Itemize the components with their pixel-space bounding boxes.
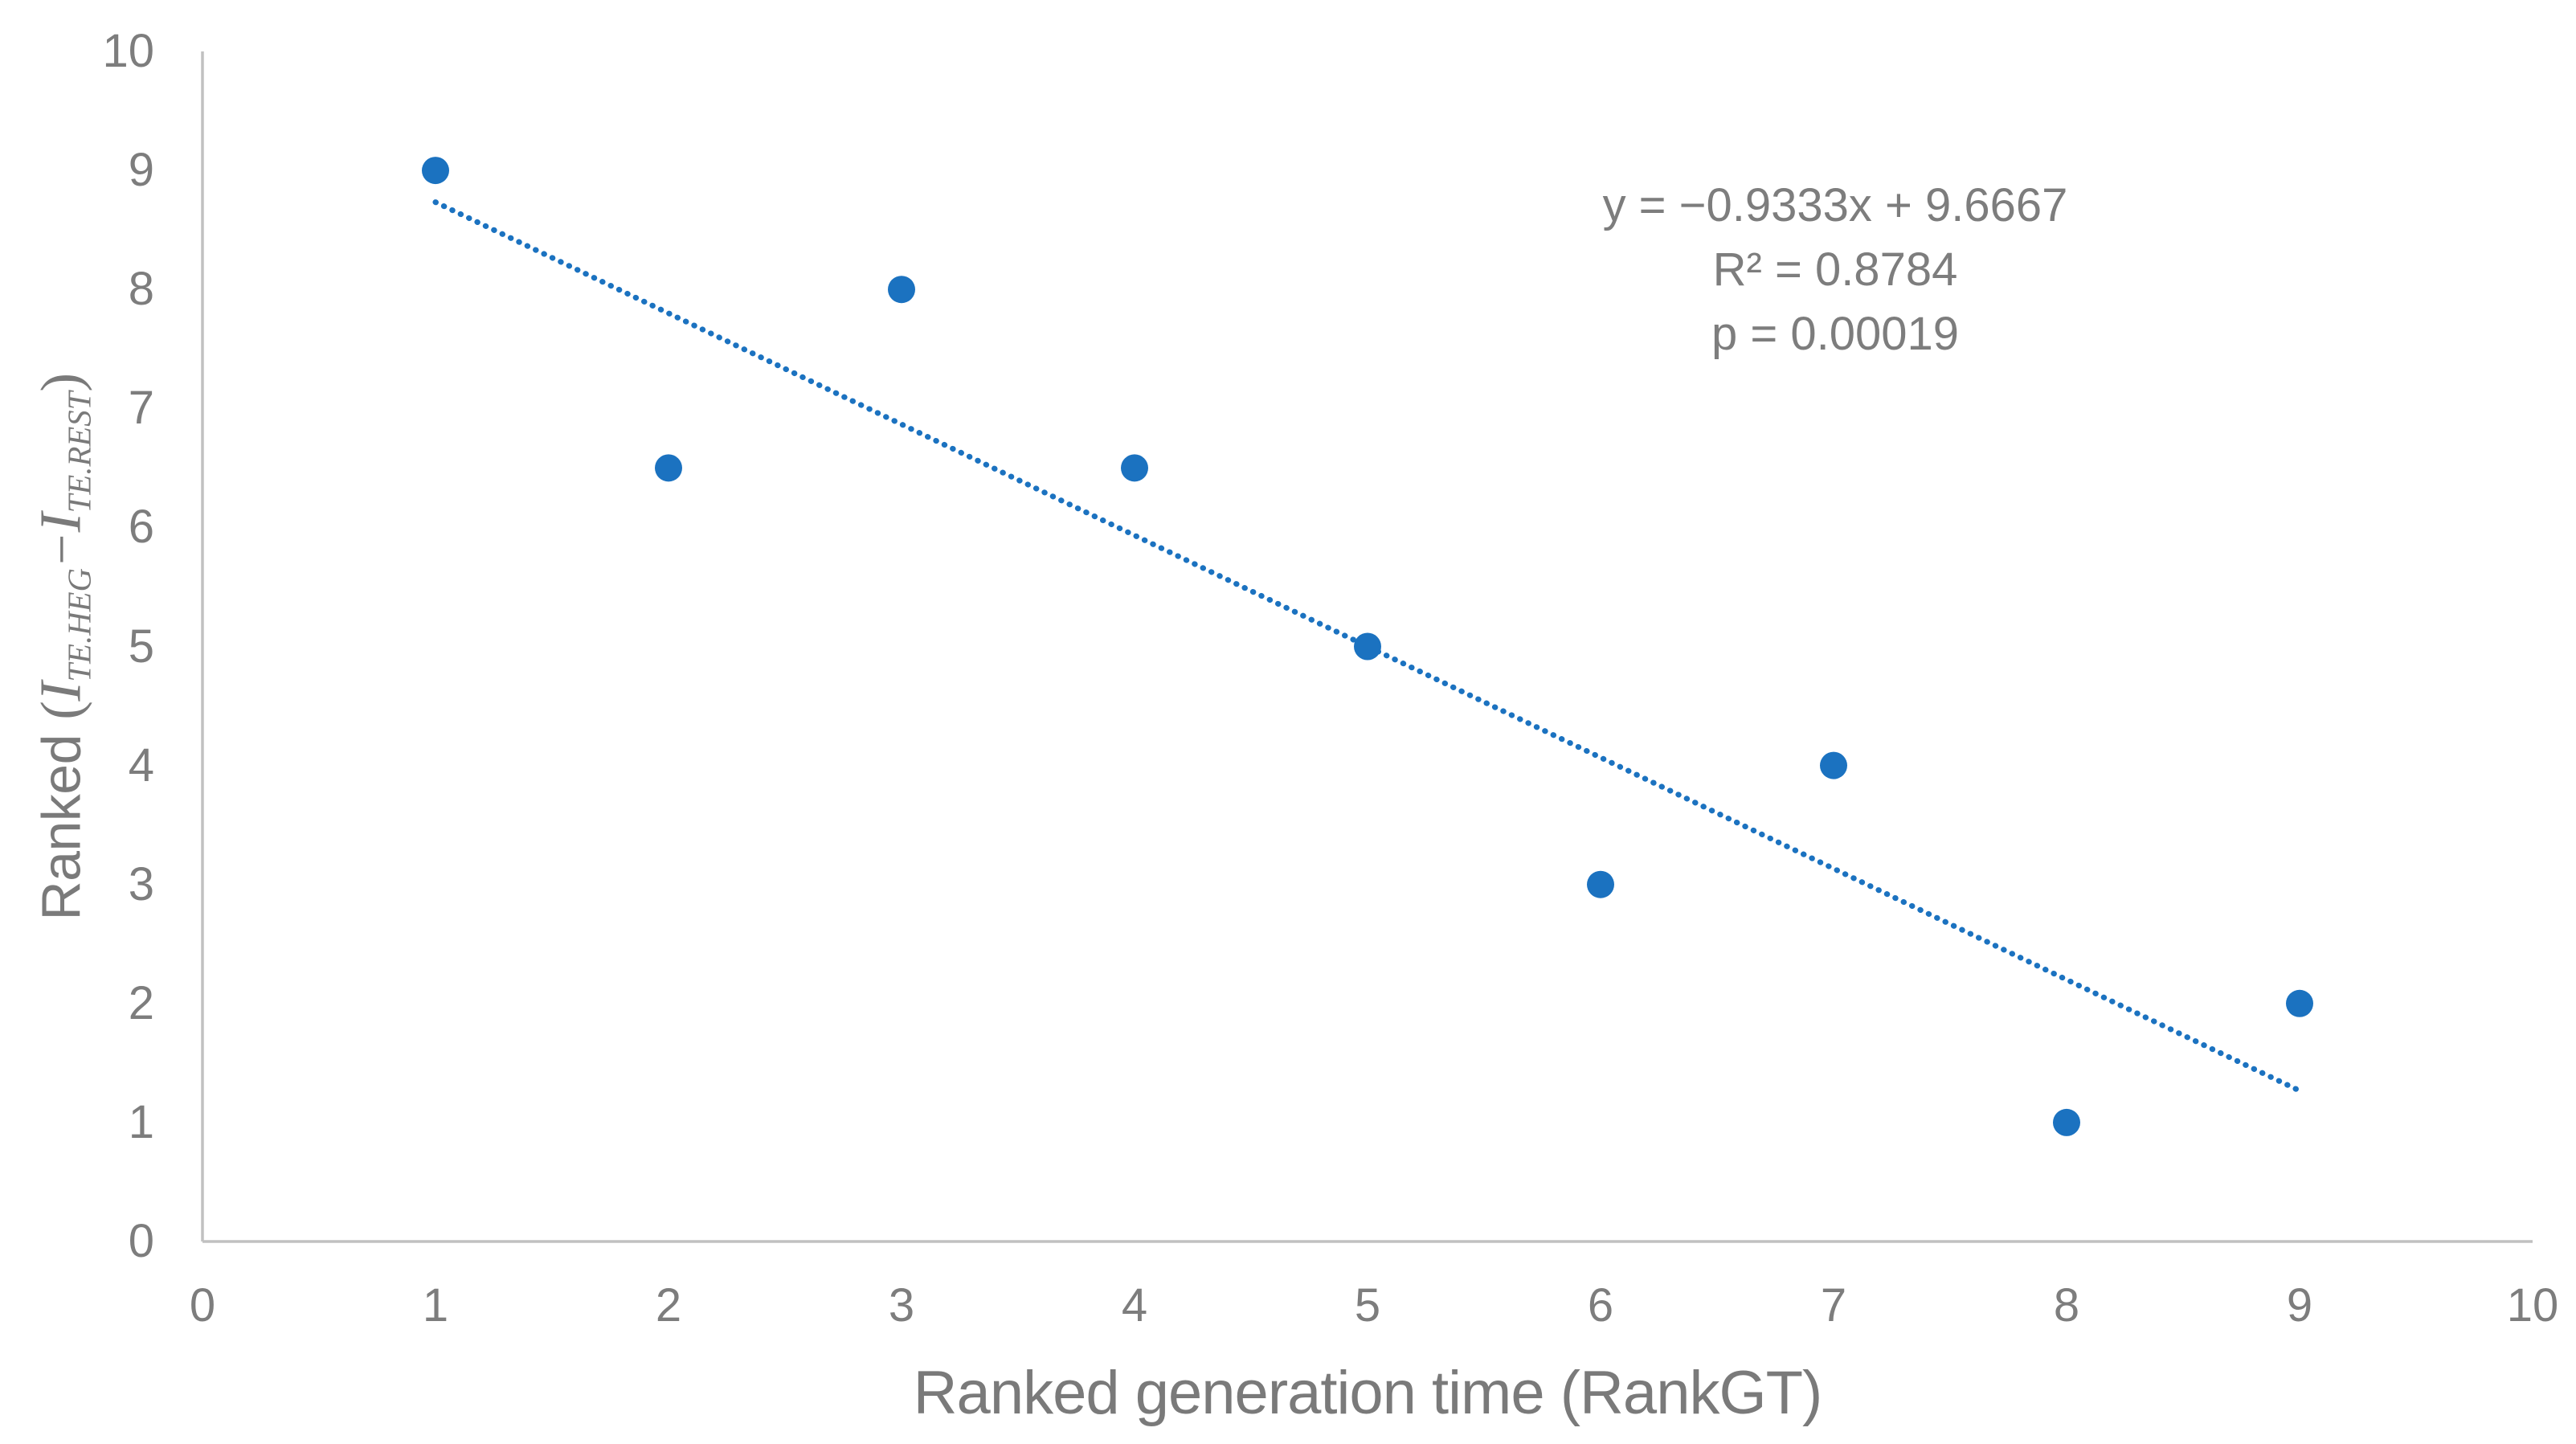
y-axis-title-word: Ranked — [31, 719, 92, 921]
data-point — [2053, 1108, 2080, 1136]
r-squared-label: R² = 0.8784 — [1712, 243, 1958, 296]
y-tick-label: 7 — [128, 382, 154, 435]
data-point — [1121, 454, 1148, 482]
p-value-label: p = 0.00019 — [1711, 308, 1959, 360]
y-tick-label: 0 — [128, 1215, 154, 1267]
data-point — [2286, 989, 2313, 1017]
equation-label: y = −0.9333x + 9.6667 — [1602, 179, 2068, 231]
y-tick-label: 2 — [128, 976, 154, 1029]
y-axis-title: Ranked (ITE.HEG−ITE.REST) — [27, 374, 98, 921]
y-tick-label: 8 — [128, 263, 154, 316]
x-axis-title: Ranked generation time (RankGT) — [564, 1360, 2171, 1427]
x-tick-label: 3 — [888, 1279, 915, 1332]
data-point — [1354, 632, 1381, 661]
x-tick-label: 4 — [1121, 1279, 1148, 1332]
y-tick-label: 5 — [128, 620, 154, 673]
y-axis-close-paren: ) — [30, 373, 93, 392]
y-axis-term2-subscript: TE.REST — [61, 391, 98, 513]
x-tick-label: 0 — [189, 1279, 216, 1332]
trendline-annotation: y = −0.9333x + 9.6667 R² = 0.8784 p = 0.… — [1433, 174, 2237, 366]
x-tick-label: 9 — [2286, 1279, 2313, 1332]
data-point — [422, 157, 449, 185]
data-point — [1587, 870, 1614, 898]
y-tick-label: 9 — [128, 144, 154, 197]
y-axis-term2-base: I — [27, 513, 93, 533]
y-tick-label: 10 — [102, 25, 154, 77]
x-tick-label: 5 — [1354, 1279, 1381, 1332]
data-point — [1820, 751, 1847, 779]
y-tick-label: 6 — [128, 501, 154, 554]
x-tick-label: 2 — [655, 1279, 682, 1332]
y-axis-open-paren: ( — [30, 701, 93, 720]
minus-operator: − — [31, 534, 92, 565]
x-tick-label: 1 — [422, 1279, 449, 1332]
y-axis-term1-base: I — [27, 681, 93, 702]
data-point — [655, 454, 682, 482]
x-tick-label: 6 — [1587, 1279, 1614, 1332]
x-tick-label: 8 — [2053, 1279, 2080, 1332]
y-tick-label: 3 — [128, 857, 154, 910]
x-axis-title-text: Ranked generation time (RankGT) — [913, 1359, 1823, 1427]
x-tick-label: 10 — [2506, 1279, 2559, 1332]
x-tick-label: 7 — [1820, 1279, 1847, 1332]
data-point — [888, 276, 915, 304]
y-tick-label: 1 — [128, 1095, 154, 1148]
y-axis-term1-subscript: TE.HEG — [61, 567, 98, 682]
y-tick-label: 4 — [128, 738, 154, 792]
